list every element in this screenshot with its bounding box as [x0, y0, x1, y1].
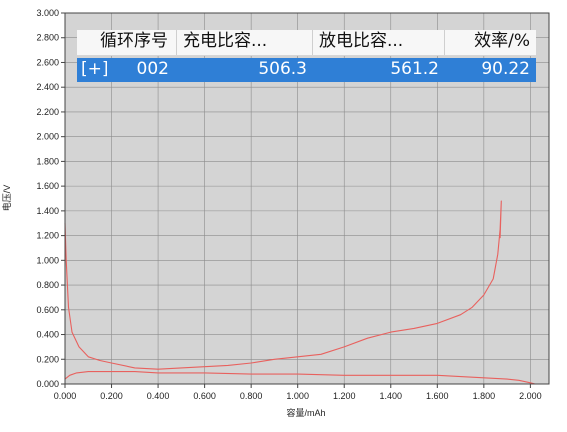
table-header-row: 循环序号 充电比容... 放电比容... 效率/% [77, 30, 536, 56]
x-tick-label: 0.200 [100, 391, 123, 401]
x-tick-label: 1.200 [333, 391, 356, 401]
y-tick-label: 2.000 [36, 132, 59, 142]
y-tick-label: 1.400 [36, 206, 59, 216]
column-header-cycle-no[interactable]: 循环序号 [77, 30, 177, 55]
x-tick-label: 1.000 [286, 391, 309, 401]
cell-charge-capacity: 506.3 [258, 59, 307, 79]
x-tick-label: 0.400 [147, 391, 170, 401]
x-axis-title: 容量/mAh [286, 407, 325, 418]
y-tick-label: 2.600 [36, 57, 59, 67]
column-header-efficiency[interactable]: 效率/% [445, 30, 536, 55]
cell-efficiency: 90.22 [481, 59, 530, 79]
table-row-selected[interactable]: [+] 002 506.3 561.2 90.22 [77, 58, 536, 82]
series-layer [64, 200, 536, 385]
y-tick-label: 1.200 [36, 231, 59, 241]
x-tick-label: 0.000 [54, 391, 77, 401]
column-header-discharge-capacity[interactable]: 放电比容... [313, 30, 445, 55]
series-line-1 [64, 200, 502, 370]
x-tick-label: 1.800 [473, 391, 496, 401]
y-tick-label: 1.600 [36, 181, 59, 191]
column-header-charge-capacity[interactable]: 充电比容... [177, 30, 313, 55]
x-tick-label: 2.000 [519, 391, 542, 401]
x-tick-labels: 0.000 0.200 0.400 0.600 0.800 1.000 1.200 1.400… [54, 384, 542, 401]
y-tick-label: 0.200 [36, 354, 59, 364]
x-tick-label: 0.600 [193, 391, 216, 401]
x-tick-label: 0.800 [240, 391, 263, 401]
y-tick-label: 3.000 [36, 8, 59, 18]
cycle-data-table[interactable]: 循环序号 充电比容... 放电比容... 效率/% [+] 002 506.3 … [77, 30, 536, 82]
y-tick-label: 1.800 [36, 156, 59, 166]
y-tick-label: 2.400 [36, 82, 59, 92]
y-tick-label: 2.800 [36, 33, 59, 43]
row-expand-toggle[interactable]: [+] [81, 59, 107, 79]
x-tick-label: 1.600 [426, 391, 449, 401]
y-tick-label: 1.000 [36, 255, 59, 265]
y-tick-label: 0.000 [36, 379, 59, 389]
y-tick-label: 0.600 [36, 305, 59, 315]
y-axis-title: 电压/V [1, 185, 12, 212]
cell-cycle-no: 002 [136, 59, 169, 79]
axes [61, 12, 550, 388]
x-tick-label: 1.400 [380, 391, 403, 401]
y-tick-label: 0.800 [36, 280, 59, 290]
y-tick-label: 2.200 [36, 107, 59, 117]
cell-discharge-capacity: 561.2 [390, 59, 439, 79]
series-line-2 [64, 371, 536, 385]
y-tick-label: 0.400 [36, 330, 59, 340]
y-tick-labels: 0.000 0.200 0.400 0.600 0.800 1.000 1.200 1.400… [36, 8, 65, 389]
